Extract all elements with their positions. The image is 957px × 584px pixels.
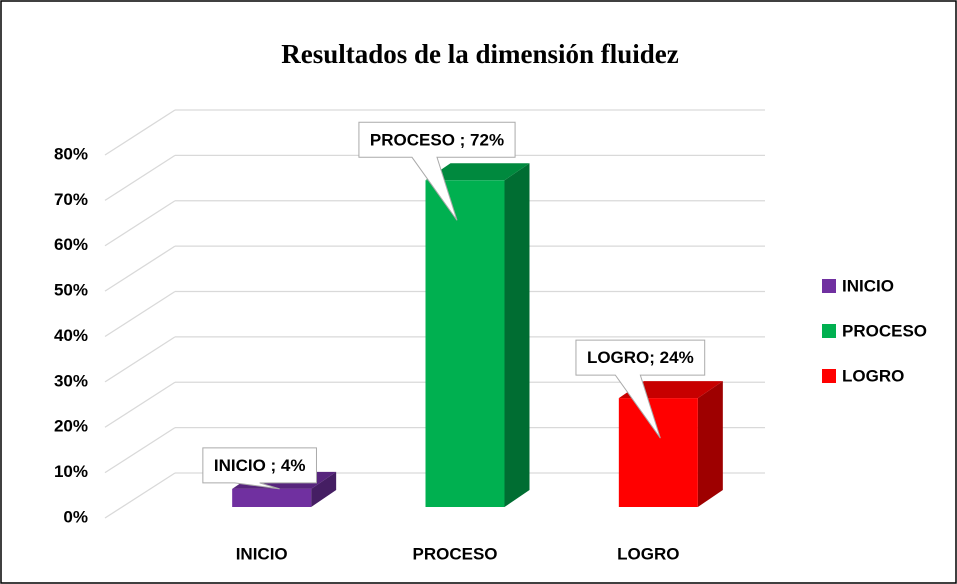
y-tick-label: 70% [54, 190, 88, 209]
y-tick-label: 30% [54, 371, 88, 390]
bar-side [311, 471, 337, 507]
legend-swatch [822, 279, 836, 293]
grid-line-side [104, 336, 176, 383]
y-tick-label: 10% [54, 462, 88, 481]
y-tick-label: 40% [54, 326, 88, 345]
grid-line-side [104, 109, 176, 156]
legend-label: LOGRO [842, 366, 904, 385]
bar [232, 488, 312, 507]
data-label-box [202, 447, 317, 490]
data-label: LOGRO; 24% [587, 348, 694, 367]
y-tick-label: 50% [54, 281, 88, 300]
data-label-box [575, 339, 706, 439]
bar-side [697, 381, 723, 507]
grid-line-side [104, 245, 176, 292]
grid-line-side [104, 427, 176, 474]
y-tick-label: 60% [54, 235, 88, 254]
grid-line-side [104, 200, 176, 247]
legend-swatch [822, 369, 836, 383]
data-label: PROCESO ; 72% [370, 130, 504, 149]
grid-line-side [104, 472, 176, 519]
bar [425, 180, 505, 508]
grid-line-side [104, 290, 176, 338]
grid-line-side [104, 154, 176, 201]
x-tick-label: INICIO [236, 544, 288, 563]
data-label: INICIO ; 4% [214, 456, 306, 475]
legend-swatch [822, 324, 836, 338]
bar [618, 398, 698, 507]
y-tick-label: 0% [63, 507, 88, 526]
bar-side [504, 163, 530, 508]
x-tick-label: LOGRO [617, 544, 679, 563]
legend-label: PROCESO [842, 321, 927, 340]
chart-title: Resultados de la dimensión fluidez [281, 39, 679, 69]
grid-line-side [104, 381, 176, 428]
data-label-box [358, 121, 516, 221]
x-tick-label: PROCESO [412, 544, 497, 563]
y-tick-label: 80% [54, 144, 88, 163]
y-tick-label: 20% [54, 417, 88, 436]
bar-top [425, 163, 530, 181]
legend-label: INICIO [842, 276, 894, 295]
